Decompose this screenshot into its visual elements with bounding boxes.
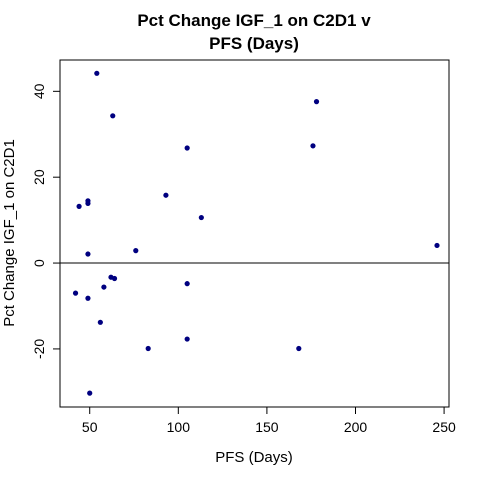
y-axis-ticks: -20 0 20 40 — [31, 83, 60, 359]
y-tick-label: 0 — [31, 259, 47, 267]
data-point — [313, 99, 320, 105]
x-axis-label: PFS (Days) — [215, 449, 293, 466]
data-point — [85, 200, 91, 206]
chart-title-line-2: PFS (Days) — [209, 34, 299, 53]
data-point — [296, 345, 302, 352]
data-point — [111, 275, 118, 282]
data-point — [310, 143, 316, 149]
data-point — [97, 319, 103, 325]
y-axis-label: Pct Change IGF_1 on C2D1 — [1, 139, 18, 327]
data-point — [163, 192, 169, 198]
data-point — [184, 336, 190, 342]
data-point — [94, 70, 100, 76]
data-point — [145, 345, 151, 352]
y-tick-label: -20 — [31, 339, 47, 359]
chart-title-line-1: Pct Change IGF_1 on C2D1 v — [137, 11, 371, 30]
x-axis-ticks: 50 100 150 200 250 — [82, 407, 456, 435]
data-points — [72, 70, 440, 396]
x-tick-label: 50 — [82, 419, 98, 435]
data-point — [101, 284, 107, 290]
data-point — [198, 214, 204, 221]
data-point — [76, 203, 82, 209]
plot-frame — [59, 59, 450, 408]
data-point — [184, 281, 190, 287]
x-tick-label: 150 — [255, 419, 279, 435]
data-point — [184, 145, 190, 151]
y-tick-label: 20 — [31, 169, 47, 185]
y-tick-label: 40 — [31, 83, 47, 99]
x-tick-label: 200 — [344, 419, 368, 435]
data-point — [110, 113, 116, 119]
data-point — [434, 242, 440, 249]
data-point — [85, 295, 91, 301]
data-point — [85, 251, 91, 257]
x-tick-label: 250 — [432, 419, 456, 435]
data-point — [87, 390, 93, 396]
data-point — [133, 248, 139, 254]
x-tick-label: 100 — [167, 419, 191, 435]
data-point — [72, 290, 79, 296]
